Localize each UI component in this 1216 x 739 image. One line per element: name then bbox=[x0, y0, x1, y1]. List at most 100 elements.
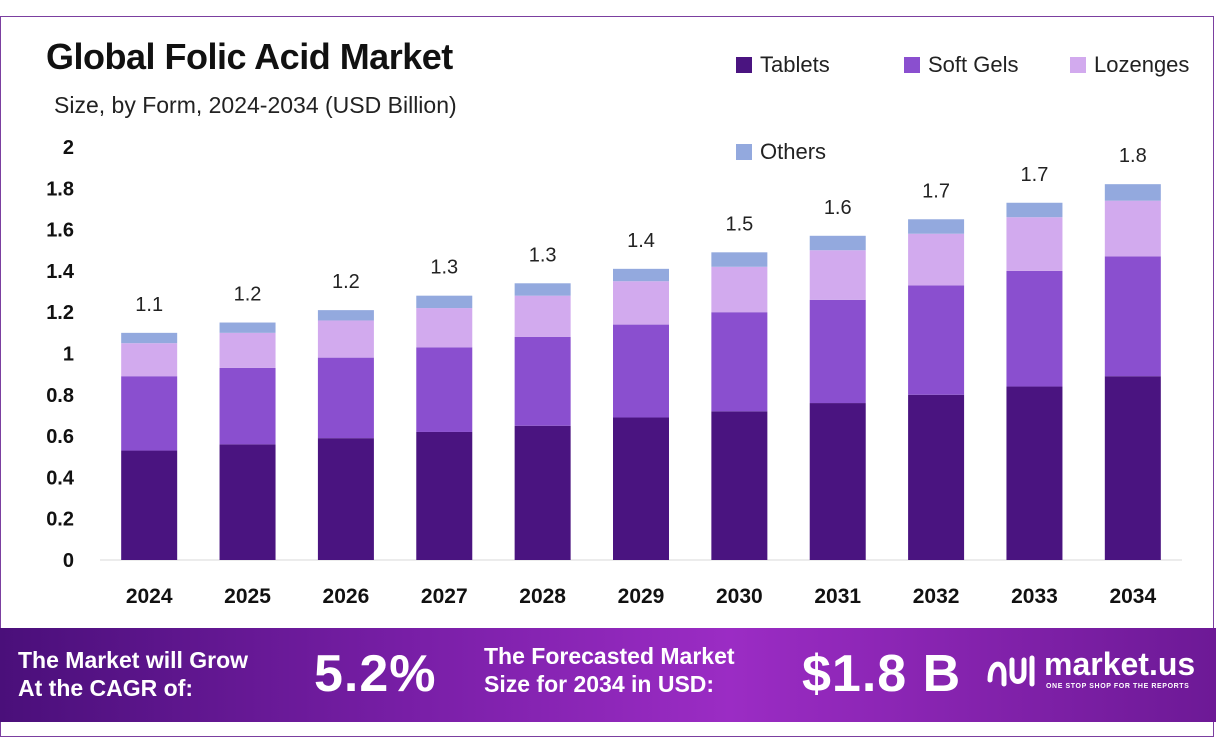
x-tick-label: 2026 bbox=[323, 585, 370, 608]
legend-item-others: Others bbox=[736, 139, 826, 165]
bar-segment-tablets bbox=[514, 425, 571, 560]
bar-segment-tablets bbox=[219, 444, 276, 560]
bar-segment-others bbox=[1006, 202, 1063, 218]
x-tick-label: 2027 bbox=[421, 585, 468, 608]
y-tick-label: 0 bbox=[63, 550, 74, 572]
legend-swatch-tablets bbox=[736, 57, 752, 73]
bar-segment-lozenges bbox=[1104, 200, 1161, 257]
bar-total-label: 1.8 bbox=[1119, 145, 1147, 167]
forecast-caption-line2: Size for 2034 in USD: bbox=[484, 671, 715, 697]
bar-segment-tablets bbox=[1104, 376, 1161, 560]
bar-segment-others bbox=[613, 268, 669, 282]
y-tick-label: 2 bbox=[63, 137, 74, 159]
cagr-value: 5.2% bbox=[314, 645, 437, 703]
bar-segment-lozenges bbox=[514, 295, 571, 337]
bar-segment-tablets bbox=[121, 450, 178, 560]
market-us-logo-icon bbox=[987, 655, 1035, 687]
x-tick-label: 2025 bbox=[224, 585, 271, 608]
stacked-bar-chart: 0 0.2 0.4 0.6 0.8 1 1.2 1.4 1.6 1.8 2 1.1 2024 1.2 202… bbox=[46, 137, 1182, 608]
bar-segment-lozenges bbox=[416, 308, 473, 348]
x-tick-label: 2030 bbox=[716, 585, 763, 608]
bar-segment-others bbox=[121, 332, 178, 344]
bar-total-label: 1.6 bbox=[824, 197, 852, 219]
bar-total-label: 1.1 bbox=[135, 294, 163, 316]
x-tick-label: 2033 bbox=[1011, 585, 1058, 608]
bar-total-label: 1.7 bbox=[1021, 164, 1049, 186]
forecast-caption-line1: The Forecasted Market bbox=[484, 643, 735, 669]
bar-segment-tablets bbox=[416, 431, 473, 560]
bar-total-label: 1.7 bbox=[922, 180, 950, 202]
legend-label-others: Others bbox=[760, 139, 827, 164]
y-tick-label: 1 bbox=[63, 344, 74, 366]
bar-segment-others bbox=[219, 322, 276, 333]
bar-segment-soft-gels bbox=[219, 367, 276, 445]
cagr-caption-line1: The Market will Grow bbox=[18, 647, 249, 673]
bar-segment-tablets bbox=[908, 394, 965, 560]
bar-segment-others bbox=[514, 283, 571, 296]
brand-tagline: ONE STOP SHOP FOR THE REPORTS bbox=[1046, 683, 1190, 690]
bar-segment-soft-gels bbox=[809, 299, 866, 404]
bar-segment-tablets bbox=[711, 411, 768, 560]
y-tick-label: 1.8 bbox=[46, 178, 74, 200]
y-tick-label: 1.6 bbox=[46, 220, 74, 242]
bar-segment-lozenges bbox=[219, 332, 276, 368]
bar-segment-soft-gels bbox=[121, 376, 178, 451]
bar-segment-soft-gels bbox=[317, 357, 374, 439]
y-tick-label: 0.6 bbox=[46, 426, 74, 448]
x-tick-label: 2034 bbox=[1109, 585, 1156, 608]
forecast-value: $1.8 B bbox=[802, 645, 962, 703]
bar-total-label: 1.4 bbox=[627, 230, 655, 252]
x-tick-label: 2029 bbox=[618, 585, 665, 608]
bar-segment-tablets bbox=[317, 438, 374, 560]
x-tick-label: 2028 bbox=[519, 585, 566, 608]
bar-total-label: 1.5 bbox=[725, 213, 753, 235]
bar-segment-tablets bbox=[1006, 386, 1063, 560]
footer-banner: The Market will Grow At the CAGR of: 5.2… bbox=[0, 628, 1216, 722]
bar-segment-soft-gels bbox=[613, 324, 669, 418]
legend-swatch-lozenges bbox=[1070, 57, 1086, 73]
y-tick-label: 0.2 bbox=[46, 509, 74, 531]
bar-segment-lozenges bbox=[809, 250, 866, 300]
bar-segment-lozenges bbox=[613, 281, 669, 325]
bar-segment-lozenges bbox=[711, 266, 768, 313]
legend-item-tablets: Tablets bbox=[736, 52, 830, 78]
x-tick-label: 2032 bbox=[913, 585, 960, 608]
x-tick-label: 2031 bbox=[814, 585, 861, 608]
y-tick-label: 1.2 bbox=[46, 302, 74, 324]
chart-title: Global Folic Acid Market bbox=[46, 36, 453, 77]
cagr-caption-line2: At the CAGR of: bbox=[18, 675, 194, 701]
bar-segment-soft-gels bbox=[514, 336, 571, 426]
y-tick-label: 1.4 bbox=[46, 261, 75, 283]
bar-total-label: 1.3 bbox=[529, 244, 557, 266]
legend-swatch-soft-gels bbox=[904, 57, 920, 73]
bar-segment-others bbox=[317, 310, 374, 321]
legend-label-lozenges: Lozenges bbox=[1094, 52, 1190, 77]
bar-segment-soft-gels bbox=[711, 312, 768, 412]
legend-label-tablets: Tablets bbox=[760, 52, 830, 77]
bar-segment-tablets bbox=[613, 417, 669, 560]
forecast-caption: The Forecasted Market Size for 2034 in U… bbox=[484, 642, 735, 698]
y-tick-label: 0.4 bbox=[46, 467, 75, 489]
bar-segment-lozenges bbox=[1006, 217, 1063, 271]
bar-total-label: 1.3 bbox=[430, 257, 458, 279]
bar-total-label: 1.2 bbox=[234, 284, 262, 306]
bar-segment-others bbox=[809, 235, 866, 251]
cagr-caption: The Market will Grow At the CAGR of: bbox=[18, 646, 248, 702]
bar-segment-lozenges bbox=[121, 343, 178, 377]
bar-segment-tablets bbox=[809, 403, 866, 560]
bar-total-label: 1.2 bbox=[332, 271, 360, 293]
bar-segment-others bbox=[908, 219, 965, 234]
bar-segment-soft-gels bbox=[1006, 270, 1063, 387]
legend-item-lozenges: Lozenges bbox=[1070, 52, 1189, 78]
chart-subtitle: Size, by Form, 2024-2034 (USD Billion) bbox=[54, 92, 457, 118]
bar-segment-others bbox=[416, 295, 473, 309]
bar-segment-lozenges bbox=[908, 233, 965, 286]
bar-segment-soft-gels bbox=[908, 285, 965, 395]
bar-segment-lozenges bbox=[317, 320, 374, 358]
y-tick-label: 0.8 bbox=[46, 385, 74, 407]
bar-segment-others bbox=[1104, 184, 1161, 201]
legend-swatch-others bbox=[736, 144, 752, 160]
bar-segment-soft-gels bbox=[1104, 256, 1161, 377]
x-tick-label: 2024 bbox=[126, 585, 173, 608]
bar-segment-soft-gels bbox=[416, 347, 473, 432]
